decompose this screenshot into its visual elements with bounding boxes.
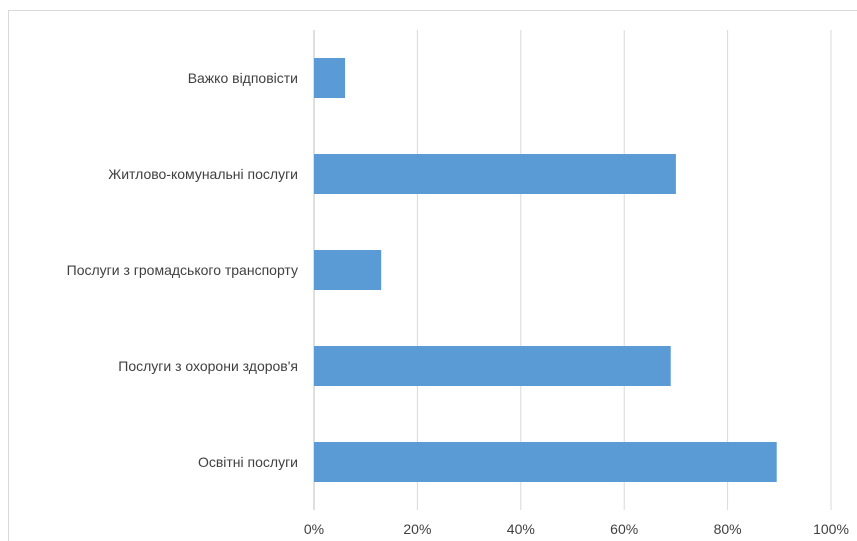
bars: [314, 58, 777, 482]
x-tick-label: 60%: [610, 521, 638, 537]
chart-frame: [8, 10, 857, 541]
x-tick-label: 80%: [714, 521, 742, 537]
x-tick-label: 100%: [813, 521, 849, 537]
bar: [314, 154, 676, 194]
category-labels: Важко відповісти Житлово-комунальні послу…: [67, 70, 298, 470]
bar: [314, 58, 346, 98]
x-tick-label: 40%: [507, 521, 535, 537]
x-tick-label: 0%: [304, 521, 324, 537]
bar: [314, 346, 671, 386]
gridlines: [313, 30, 832, 510]
bar: [314, 442, 777, 482]
bar: [314, 250, 382, 290]
category-label: Важко відповісти: [188, 70, 298, 86]
category-label: Освітні послуги: [198, 454, 298, 470]
category-label: Послуги з громадського транспорту: [67, 262, 298, 278]
category-label: Житлово-комунальні послуги: [108, 166, 298, 182]
x-tick-labels: 0% 20% 40% 60% 80% 100%: [304, 521, 849, 537]
x-tick-label: 20%: [403, 521, 431, 537]
category-label: Послуги з охорони здоров'я: [118, 358, 298, 374]
